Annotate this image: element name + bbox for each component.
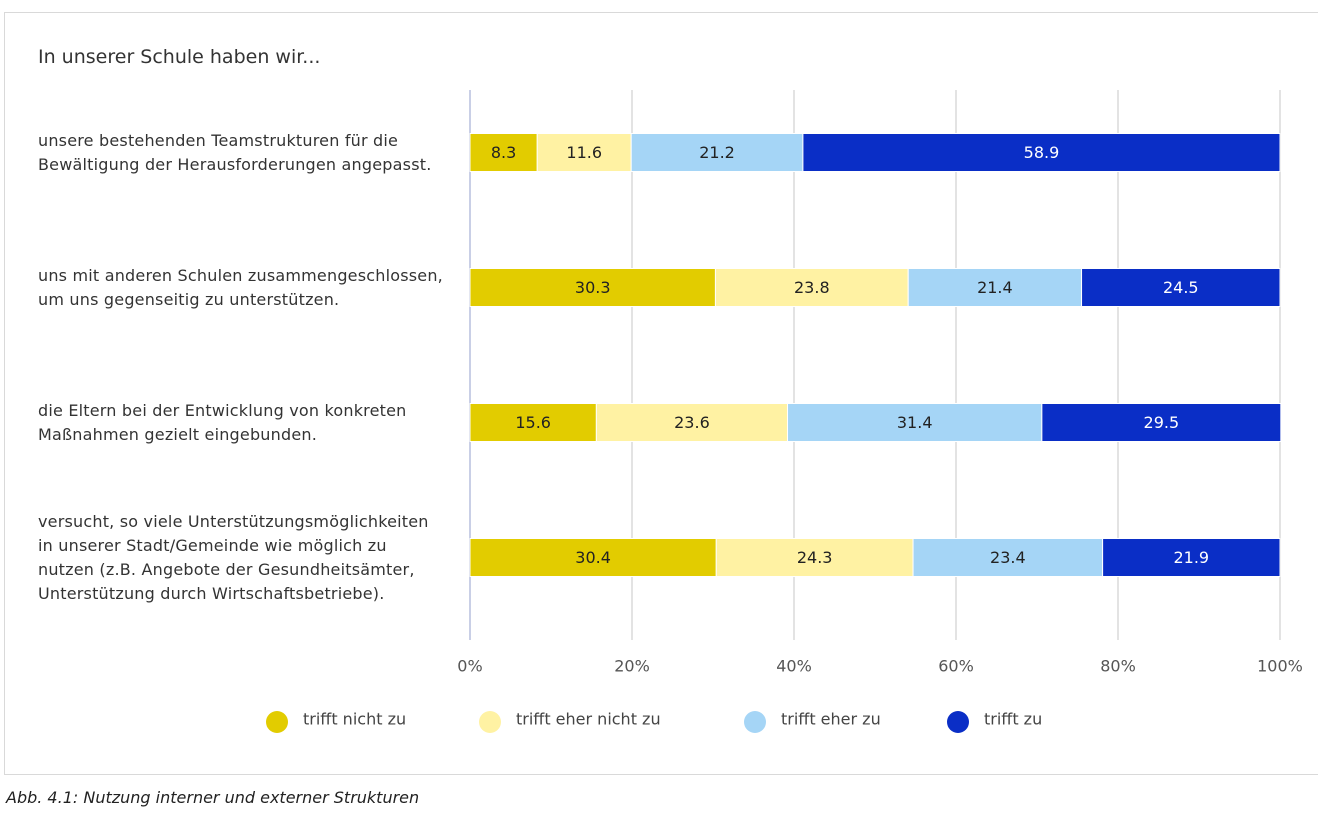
data-label: 31.4 (897, 413, 933, 432)
data-label: 24.3 (797, 548, 833, 567)
data-label: 30.3 (575, 278, 611, 297)
legend-marker (744, 711, 766, 733)
x-tick-label: 60% (938, 657, 974, 676)
data-label: 24.5 (1163, 278, 1199, 297)
bar-segment (1081, 268, 1281, 307)
legend-label: trifft eher zu (781, 710, 881, 729)
data-label: 15.6 (515, 413, 551, 432)
data-label: 30.4 (575, 548, 611, 567)
x-tick-label: 100% (1257, 657, 1303, 676)
caption: Abb. 4.1: Nutzung interner und externer … (6, 788, 420, 807)
data-label: 23.6 (674, 413, 710, 432)
bar-segment (469, 268, 716, 307)
bar-segment (1102, 538, 1281, 577)
x-tick-label: 0% (457, 657, 482, 676)
bar-segment (469, 133, 538, 172)
bar-segment (536, 133, 632, 172)
data-label: 8.3 (491, 143, 516, 162)
legend-label: trifft nicht zu (303, 710, 406, 729)
data-label: 21.4 (977, 278, 1013, 297)
data-label: 21.9 (1173, 548, 1209, 567)
x-tick-label: 40% (776, 657, 812, 676)
bar-segment (802, 133, 1281, 172)
legend-marker (266, 711, 288, 733)
x-tick-label: 80% (1100, 657, 1136, 676)
data-label: 11.6 (566, 143, 602, 162)
data-label: 23.8 (794, 278, 830, 297)
category-label: unsere bestehenden Teamstrukturen für di… (38, 130, 432, 174)
legend-marker (479, 711, 501, 733)
category-label: versucht, so viele Unterstützungsmöglich… (38, 511, 429, 603)
bar-segment (907, 268, 1083, 307)
data-label: 23.4 (990, 548, 1026, 567)
legend-label: trifft zu (984, 710, 1042, 729)
bar-segment (630, 133, 804, 172)
bar-segment (787, 403, 1043, 442)
bar-segment (1041, 403, 1282, 442)
bar-segment (469, 403, 597, 442)
category-label: uns mit anderen Schulen zusammengeschlos… (38, 265, 443, 309)
data-label: 29.5 (1144, 413, 1180, 432)
data-label: 58.9 (1024, 143, 1060, 162)
chart-title: In unserer Schule haben wir... (38, 46, 321, 68)
legend-marker (947, 711, 969, 733)
category-label: die Eltern bei der Entwicklung von konkr… (38, 400, 407, 444)
bar-segment (469, 538, 717, 577)
chart-frame (4, 12, 1318, 775)
x-tick-label: 20% (614, 657, 650, 676)
data-label: 21.2 (699, 143, 735, 162)
bar-segment (715, 538, 914, 577)
legend-label: trifft eher nicht zu (516, 710, 661, 729)
